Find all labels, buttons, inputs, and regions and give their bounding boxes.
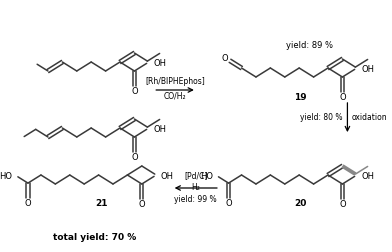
Text: O: O — [131, 87, 138, 96]
Text: O: O — [339, 200, 346, 209]
Text: OH: OH — [161, 172, 174, 181]
Text: yield: 99 %: yield: 99 % — [174, 196, 217, 205]
Text: 21: 21 — [95, 199, 108, 207]
Text: HO: HO — [0, 172, 12, 181]
Text: O: O — [131, 153, 138, 162]
Text: O: O — [138, 200, 145, 209]
Text: 20: 20 — [294, 199, 307, 207]
Text: OH: OH — [361, 172, 374, 181]
Text: CO/H₂: CO/H₂ — [164, 91, 186, 101]
Text: [Pd/C]: [Pd/C] — [184, 172, 207, 180]
Text: total yield: 70 %: total yield: 70 % — [53, 234, 137, 242]
Text: yield: 89 %: yield: 89 % — [286, 42, 333, 50]
Text: OH: OH — [361, 65, 374, 74]
Text: OH: OH — [153, 59, 166, 68]
Text: H₂: H₂ — [191, 183, 200, 193]
Text: [Rh/BIPHEphos]: [Rh/BIPHEphos] — [145, 78, 205, 86]
Text: OH: OH — [153, 125, 166, 134]
Text: yield: 80 %: yield: 80 % — [300, 113, 343, 122]
Text: O: O — [25, 199, 31, 208]
Text: 19: 19 — [294, 93, 307, 103]
Text: O: O — [225, 199, 232, 208]
Text: O: O — [339, 93, 346, 102]
Text: O: O — [221, 54, 228, 63]
Text: HO: HO — [200, 172, 213, 181]
Text: oxidation: oxidation — [352, 113, 388, 122]
